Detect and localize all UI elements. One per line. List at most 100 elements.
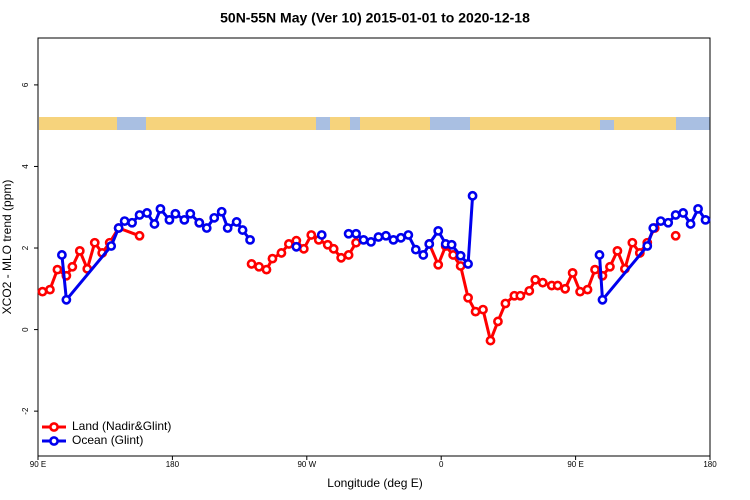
data-point [343,250,354,260]
y-tick-label: 2 [21,245,30,250]
data-point [448,250,459,260]
data-point [373,232,384,242]
y-tick-label: -2 [21,407,30,415]
data-point [164,214,175,225]
data-point [642,241,653,251]
data-point [343,228,354,239]
data-point [351,228,361,239]
data-point [291,241,302,252]
legend-marker [49,436,59,446]
x-tick-label: 0 [439,460,444,469]
data-point [381,230,391,241]
data-point [261,264,272,275]
y-axis-label: XCO2 - MLO trend (ppm) [0,180,14,315]
data-point [222,223,233,233]
data-point [237,225,248,235]
data-point [201,223,212,233]
data-point [185,208,196,219]
chart-title: 50N-55N May (Ver 10) 2015-01-01 to 2020-… [220,10,530,26]
data-point [89,237,100,248]
map-strip [39,117,710,130]
data-point [254,261,264,272]
data-point [627,237,638,248]
data-point [648,223,659,233]
legend-marker [49,422,59,432]
legend-label: Land (Nadir&Glint) [72,419,171,433]
data-point [351,237,361,248]
data-point [463,259,473,269]
data-point [52,264,63,275]
data-point [179,214,190,225]
data-point [575,286,585,297]
data-point [119,216,130,227]
data-point [597,294,608,305]
data-point [567,267,578,278]
data-point [155,203,166,214]
data-point [127,217,137,228]
data-point [655,216,666,227]
data-point [455,261,466,271]
data-point [433,259,444,270]
data-point [298,243,309,254]
data-point [590,264,600,275]
data-point [336,252,347,263]
data-point [700,214,711,225]
data-point [612,245,623,256]
data-point [693,203,703,214]
data-point [410,244,421,255]
data-point [455,250,466,261]
data-point [306,230,317,240]
data-point [113,223,124,233]
data-point [231,217,242,227]
data-point [424,239,435,249]
data-point [493,316,503,327]
data-point [358,234,369,245]
data-point [106,241,117,251]
data-point [582,284,593,295]
data-point [134,210,145,220]
data-point [142,208,152,218]
y-tick-label: 6 [21,82,30,87]
data-point [663,217,674,228]
data-point [560,283,571,294]
data-point [276,248,287,258]
legend: Land (Nadir&Glint)Ocean (Glint) [42,419,171,447]
data-point [594,250,605,260]
y-tick-label: 4 [21,164,30,169]
y-tick-label: 0 [21,327,30,332]
data-point [283,239,294,249]
data-point [267,253,278,264]
data-point [418,250,429,260]
data-point [194,217,205,228]
data-point [605,261,615,272]
plot-frame [37,37,711,457]
data-point [500,298,511,309]
data-point [56,250,67,260]
x-tick-label: 90 E [567,460,583,469]
data-point [678,208,689,218]
x-axis-label: Longitude (deg E) [327,476,422,490]
data-point [316,230,327,240]
data-point [61,294,72,305]
data-point [245,234,255,245]
data-point [463,292,473,303]
data-point [446,239,457,250]
data-point [45,284,55,295]
data-point [209,212,220,223]
data-point [670,210,681,220]
data-point [328,243,339,254]
data-point [149,219,160,229]
x-tick-label: 90 W [297,460,316,469]
data-point [216,206,227,217]
data-point [37,286,48,297]
data-point [433,225,444,236]
data-point [74,245,85,256]
data-point [670,230,681,241]
data-point [67,261,78,272]
x-tick-label: 90 E [30,460,46,469]
data-point [515,290,526,301]
legend-label: Ocean (Glint) [72,433,143,447]
data-point [485,335,496,346]
data-point [685,219,696,229]
